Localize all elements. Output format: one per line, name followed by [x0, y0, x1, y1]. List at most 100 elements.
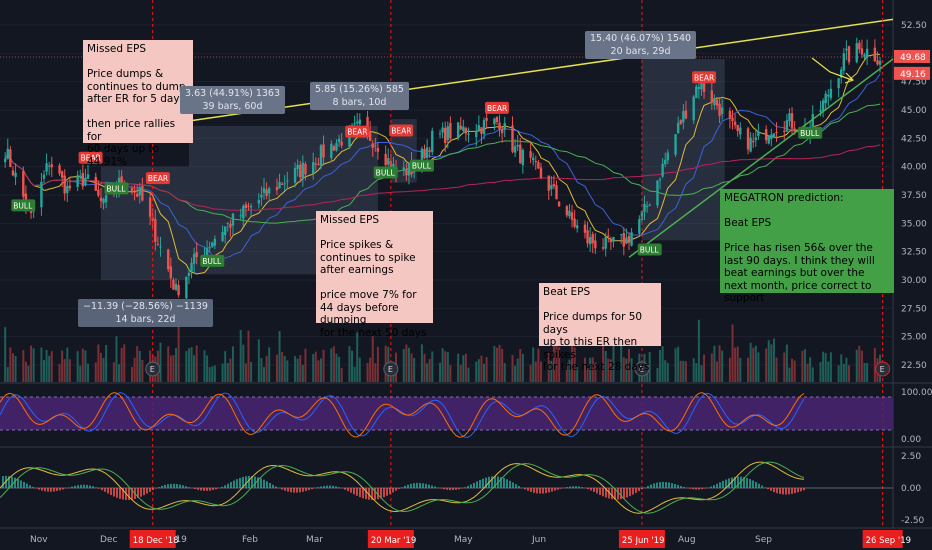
bull-signal-label: BULL	[640, 246, 660, 255]
volume-bar	[529, 364, 532, 382]
candle-body	[824, 93, 827, 104]
volume-bar	[493, 345, 496, 382]
macd-histogram-bar	[677, 484, 679, 488]
macd-histogram-bar	[407, 484, 409, 488]
candle-body	[428, 150, 431, 152]
time-axis-label: Jun	[531, 535, 546, 545]
macd-histogram-bar	[665, 482, 667, 488]
candle-body	[296, 164, 299, 169]
current-price-badge	[894, 49, 930, 63]
candle-body	[591, 234, 594, 244]
macd-histogram-bar	[110, 488, 112, 496]
macd-histogram-bar	[44, 488, 46, 492]
macd-histogram-bar	[536, 488, 538, 494]
macd-histogram-bar	[74, 485, 76, 488]
macd-histogram-bar	[689, 488, 691, 489]
macd-histogram-bar	[767, 488, 769, 490]
volume-bar	[677, 346, 680, 382]
volume-bar	[684, 361, 687, 382]
volume-bar	[646, 367, 649, 382]
candle-body	[811, 113, 814, 130]
candle-body	[322, 144, 325, 158]
annotation-note-1: Missed EPS Price dumps & continues to du…	[83, 40, 193, 168]
candle-body	[371, 143, 374, 149]
macd-histogram-bar	[185, 486, 187, 488]
candle-body	[68, 185, 72, 189]
candle-body	[485, 117, 488, 121]
candle-body	[588, 237, 592, 245]
candle-body	[311, 162, 315, 174]
volume-bar	[84, 350, 87, 382]
volume-bar	[286, 360, 289, 382]
macd-histogram-bar	[290, 488, 292, 493]
volume-bar	[594, 362, 597, 382]
macd-histogram-bar	[401, 487, 403, 488]
macd-histogram-bar	[116, 488, 118, 498]
projection-arrow	[811, 57, 853, 81]
macd-histogram-bar	[188, 487, 190, 488]
macd-histogram-bar	[209, 488, 211, 491]
volume-bar	[175, 348, 178, 382]
macd-histogram-bar	[572, 486, 574, 488]
macd-histogram-bar	[296, 488, 298, 493]
macd-histogram-bar	[473, 482, 475, 488]
volume-bar	[739, 358, 742, 382]
volume-bar	[278, 331, 281, 382]
candle-body	[752, 140, 755, 143]
candle-body	[402, 167, 405, 171]
price-axis-tick: 30.00	[901, 276, 927, 286]
volume-bar	[312, 354, 315, 382]
volume-bar	[250, 361, 253, 382]
volume-bar	[703, 354, 706, 382]
macd-histogram-bar	[797, 488, 799, 493]
macd-histogram-bar	[494, 476, 496, 488]
measure-box	[641, 59, 725, 241]
macd-histogram-bar	[155, 488, 157, 489]
candle-body	[865, 48, 869, 58]
volume-bar	[501, 348, 504, 382]
macd-histogram-bar	[272, 484, 274, 488]
candle-body	[638, 219, 641, 234]
volume-bar	[731, 324, 734, 382]
macd-histogram-bar	[647, 485, 649, 488]
candle-body	[133, 191, 136, 193]
macd-histogram-bar	[416, 482, 418, 488]
macd-histogram-bar	[476, 481, 478, 488]
volume-bar	[700, 365, 703, 382]
volume-bar	[583, 357, 586, 382]
candle-body	[387, 158, 390, 165]
macd-histogram-bar	[581, 487, 583, 488]
candle-body	[172, 279, 175, 290]
volume-bar	[213, 365, 216, 382]
macd-histogram-bar	[545, 488, 547, 494]
volume-bar	[275, 354, 278, 382]
macd-histogram-bar	[704, 488, 706, 489]
macd-histogram-bar	[275, 486, 277, 488]
volume-bar	[772, 338, 775, 382]
candle-body	[384, 153, 387, 166]
macd-histogram-bar	[395, 488, 397, 491]
volume-bar	[498, 344, 501, 382]
candle-body	[60, 171, 64, 178]
macd-histogram-bar	[161, 485, 163, 488]
annotation-note-2: Missed EPS Price spikes & continues to s…	[316, 211, 433, 339]
candle-body	[177, 285, 180, 296]
time-axis-label: Nov	[30, 535, 48, 545]
volume-bar	[511, 355, 514, 382]
moving-average-line	[4, 144, 881, 211]
candle-body	[257, 200, 261, 204]
candle-body	[557, 201, 561, 207]
macd-histogram-bar	[764, 487, 766, 488]
macd-histogram-bar	[95, 487, 97, 488]
candle-body	[827, 94, 830, 97]
macd-histogram-bar	[587, 488, 589, 490]
macd-histogram-bar	[743, 477, 745, 488]
candle-body	[643, 203, 646, 212]
candle-body	[213, 238, 217, 246]
macd-histogram-bar	[242, 476, 244, 488]
candle-body	[537, 162, 540, 169]
macd-histogram-bar	[284, 488, 286, 491]
volume-bar	[475, 361, 478, 382]
macd-histogram-bar	[770, 488, 772, 491]
macd-histogram-bar	[140, 488, 142, 497]
